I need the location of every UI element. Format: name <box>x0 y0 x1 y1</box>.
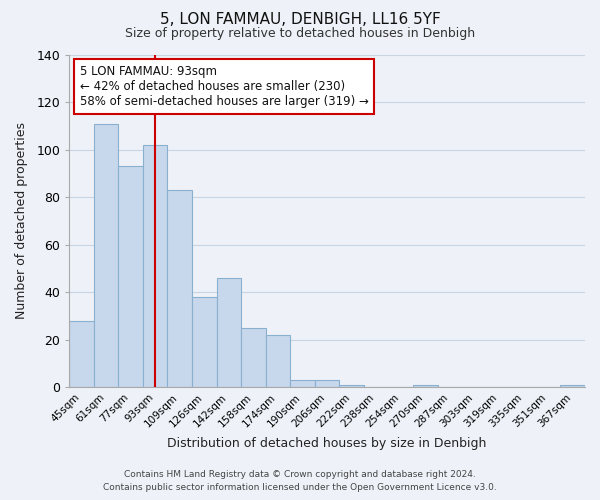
Bar <box>340 384 364 387</box>
Bar <box>241 328 266 387</box>
Bar <box>94 124 118 387</box>
Bar <box>192 297 217 387</box>
Bar <box>413 384 437 387</box>
Text: Size of property relative to detached houses in Denbigh: Size of property relative to detached ho… <box>125 28 475 40</box>
Bar <box>266 335 290 387</box>
Text: 5, LON FAMMAU, DENBIGH, LL16 5YF: 5, LON FAMMAU, DENBIGH, LL16 5YF <box>160 12 440 28</box>
Bar <box>217 278 241 387</box>
Text: 5 LON FAMMAU: 93sqm
← 42% of detached houses are smaller (230)
58% of semi-detac: 5 LON FAMMAU: 93sqm ← 42% of detached ho… <box>80 65 368 108</box>
Text: Contains HM Land Registry data © Crown copyright and database right 2024.
Contai: Contains HM Land Registry data © Crown c… <box>103 470 497 492</box>
Bar <box>143 145 167 387</box>
Bar <box>118 166 143 387</box>
Bar <box>290 380 315 387</box>
Bar <box>560 384 585 387</box>
Bar <box>167 190 192 387</box>
Bar <box>69 320 94 387</box>
Y-axis label: Number of detached properties: Number of detached properties <box>15 122 28 320</box>
Bar <box>315 380 340 387</box>
X-axis label: Distribution of detached houses by size in Denbigh: Distribution of detached houses by size … <box>167 437 487 450</box>
